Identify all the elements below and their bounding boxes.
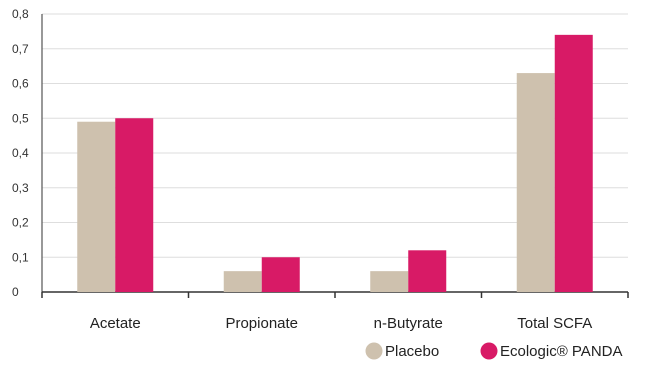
y-tick-label: 0 [12,285,19,299]
bar-placebo [370,271,409,292]
bar-placebo [223,271,262,292]
y-tick-label: 0,6 [12,77,29,91]
y-tick-label: 0,1 [12,250,29,264]
y-tick-label: 0,7 [12,42,29,56]
x-category-label: Propionate [225,315,298,332]
legend-label: Placebo [385,343,439,360]
bar-placebo [77,121,116,292]
x-category-label: Total SCFA [517,315,592,332]
y-tick-label: 0,3 [12,181,29,195]
legend-swatch [365,342,383,360]
bar-ecologic-panda [115,118,154,292]
x-category-label: Acetate [90,315,141,332]
bar-ecologic-panda [408,250,447,292]
y-tick-label: 0,5 [12,111,29,125]
legend-label: Ecologic® PANDA [500,343,622,360]
bar-ecologic-panda [554,34,593,292]
x-category-label: n-Butyrate [374,315,443,332]
y-tick-label: 0,2 [12,216,29,230]
y-tick-label: 0,8 [12,7,29,21]
legend-swatch [480,342,498,360]
bar-placebo [516,73,555,292]
bar-ecologic-panda [261,257,300,292]
y-tick-label: 0,4 [12,146,29,160]
